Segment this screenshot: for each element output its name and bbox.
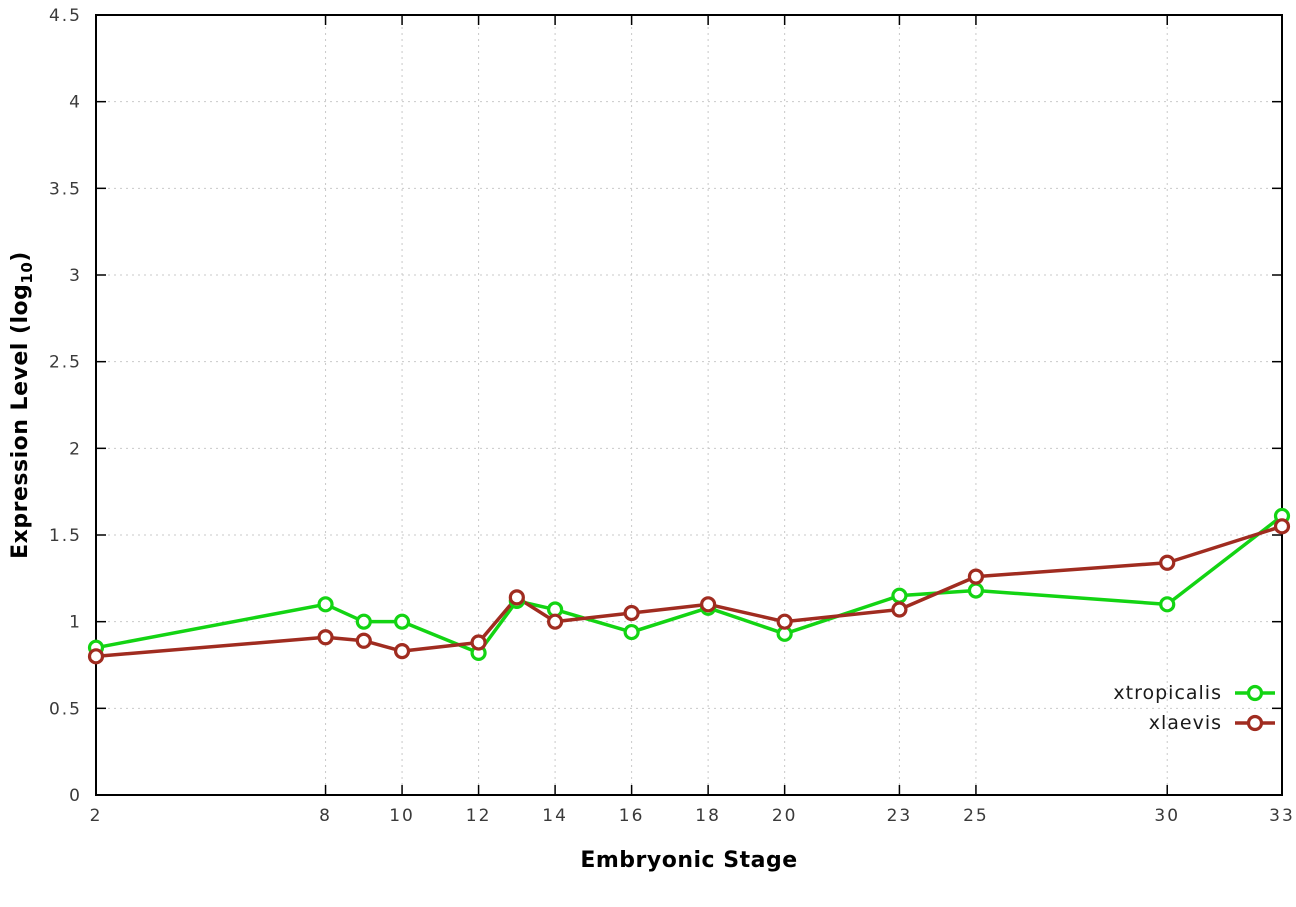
y-tick-label: 0 [69,786,82,806]
data-point-xlaevis [967,568,985,585]
y-tick-label: 4.5 [49,6,82,26]
data-point-xtropicalis [355,613,372,630]
legend-sample-xlaevis [1235,714,1275,732]
data-point-xtropicalis [891,587,908,604]
x-tick-label: 23 [887,806,913,826]
series-line-xtropicalis [95,514,1284,655]
data-point-xtropicalis [1159,596,1176,613]
x-tick-label: 12 [466,806,492,826]
legend-item-xlaevis: xlaevis [1149,712,1278,734]
data-point-xtropicalis [967,582,985,599]
x-tick-label: 8 [319,806,332,826]
data-point-xlaevis [891,601,908,618]
x-axis-title: Embryonic Stage [580,848,798,873]
data-point-xtropicalis [393,613,411,630]
x-tick-label: 33 [1269,806,1295,826]
data-point-xlaevis [776,613,793,630]
data-point-xlaevis [393,643,411,660]
data-point-xlaevis [1273,518,1291,535]
data-point-xlaevis [700,596,717,613]
data-point-xlaevis [546,613,564,630]
x-tick-label: 16 [619,806,645,826]
y-tick-label: 2 [69,439,82,459]
data-point-xlaevis [317,629,334,646]
data-point-xlaevis [355,632,372,649]
data-point-xtropicalis [623,623,640,641]
y-tick-label: 0.5 [49,699,82,719]
legend-label: xlaevis [1148,712,1222,734]
y-tick-label: 2.5 [49,353,82,373]
data-point-xlaevis [623,604,640,622]
legend: xtropicalis xlaevis [1113,682,1278,734]
y-tick-label: 3 [69,266,82,286]
x-tick-label: 18 [695,806,721,826]
x-tick-label: 20 [772,806,798,826]
data-point-xlaevis [508,589,525,606]
legend-item-xtropicalis: xtropicalis [1113,682,1278,704]
x-tick-label: 14 [542,806,568,826]
x-tick-label: 10 [389,806,415,826]
legend-sample-xtropicalis [1235,684,1275,702]
y-tick-label: 4 [69,93,82,113]
data-point-xlaevis [87,648,105,665]
y-axis-title-close: ) [7,251,33,262]
y-tick-label: 1 [69,613,82,633]
data-point-xlaevis [470,634,487,651]
y-tick-label: 3.5 [49,179,82,199]
y-tick-label: 1.5 [49,526,82,546]
plot-border [95,14,1283,796]
data-point-xtropicalis [317,596,334,613]
x-tick-label: 25 [963,806,989,826]
series-line-xlaevis [95,524,1283,659]
y-axis-title-text: Expression Level (log [7,283,33,559]
data-point-xlaevis [1159,554,1176,571]
y-axis-title: Expression Level (log10) [8,251,36,559]
y-axis-title-subscript: 10 [18,261,37,284]
x-tick-label: 30 [1154,806,1180,826]
x-tick-label: 2 [90,806,103,826]
legend-label: xtropicalis [1113,682,1222,704]
